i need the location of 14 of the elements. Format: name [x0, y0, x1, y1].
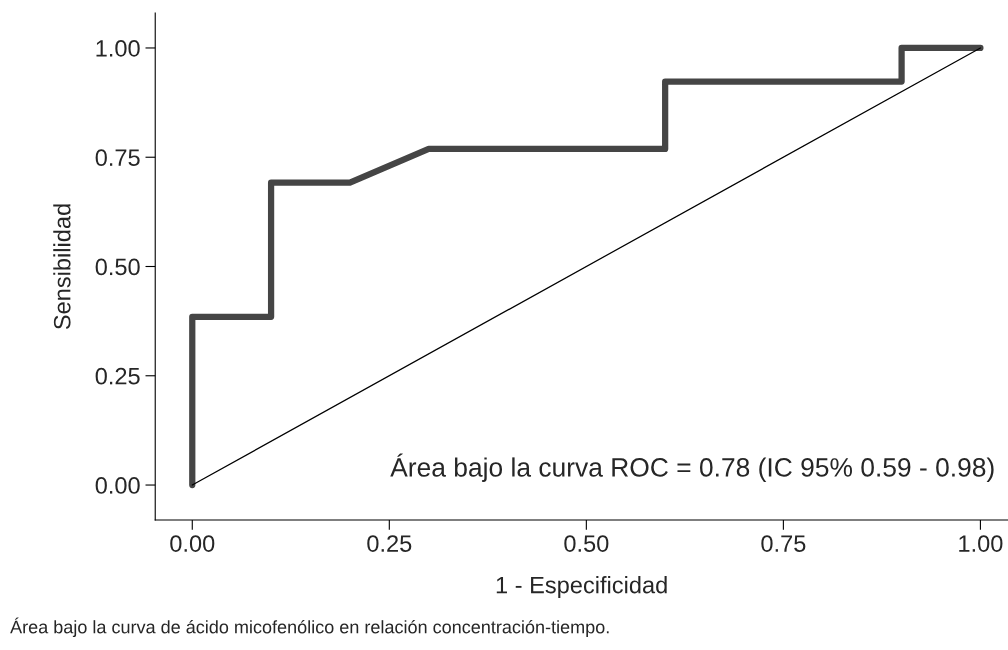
y-tick-label: 0.00 [95, 477, 140, 494]
y-axis-title: Sensibilidad [53, 204, 71, 330]
y-tick-label: 1.00 [96, 40, 140, 57]
x-tick-label: 0.75 [761, 535, 806, 552]
y-tick-label: 0.25 [95, 367, 140, 385]
x-tick-label: 0.25 [367, 535, 412, 552]
x-tick-label: 0.50 [564, 535, 609, 552]
annotation: Área bajo la curva ROC = 0.78 (IC 95% 0.59 - 0.98) [390, 453, 994, 482]
y-tick-label: 0.50 [95, 258, 140, 276]
x-tick-label: 1.00 [959, 535, 1003, 552]
x-axis-title: 1 - Especificidad [496, 576, 667, 599]
x-tick-label: 0.00 [170, 535, 215, 552]
text: Área bajo la curva de ácido micofenólico en relación concentración-tiempo. [10, 617, 609, 637]
y-tick-label: 0.75 [95, 149, 140, 167]
